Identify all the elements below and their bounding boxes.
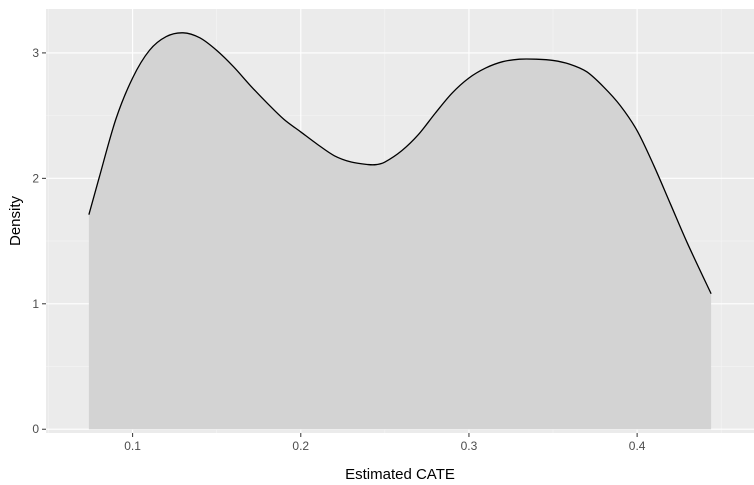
y-axis-title: Density bbox=[7, 195, 24, 246]
y-tick-label: 0 bbox=[32, 422, 39, 436]
x-tick-label: 0.1 bbox=[124, 439, 141, 453]
density-area bbox=[88, 32, 712, 430]
y-tick-label: 3 bbox=[32, 46, 39, 60]
y-tick-label: 1 bbox=[32, 297, 39, 311]
x-tick-label: 0.2 bbox=[292, 439, 309, 453]
x-axis: 0.1 0.2 0.3 0.4 bbox=[124, 433, 646, 453]
density-curve bbox=[88, 32, 712, 295]
x-tick-label: 0.3 bbox=[461, 439, 478, 453]
x-tick-label: 0.4 bbox=[629, 439, 646, 453]
y-tick-label: 2 bbox=[32, 171, 39, 185]
y-axis: 0 1 2 3 bbox=[32, 46, 46, 436]
x-axis-title: Estimated CATE bbox=[345, 466, 455, 483]
